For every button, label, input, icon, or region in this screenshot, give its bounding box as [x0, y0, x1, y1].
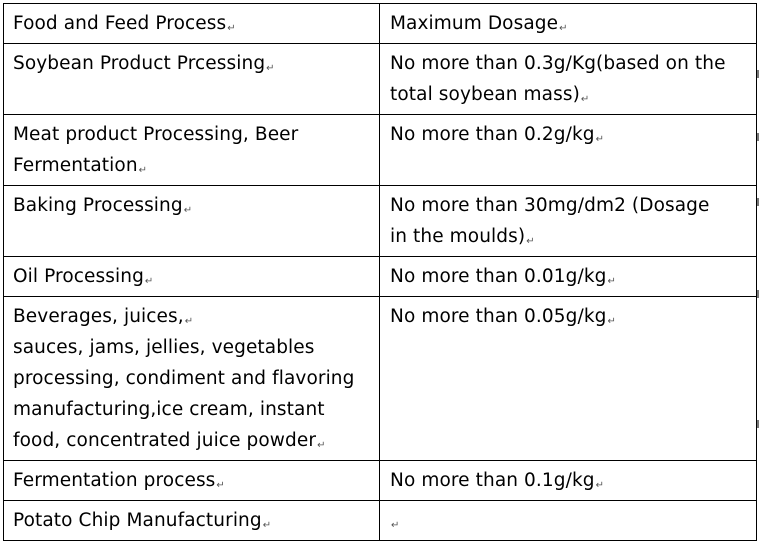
process-cell: Oil Processing↵	[3, 256, 380, 297]
dosage-cell: No more than 0.1g/kg↵	[379, 460, 757, 501]
process-text: Meat product Processing, Beer	[13, 124, 299, 145]
paragraph-mark: ↵	[580, 94, 590, 105]
process-cell: Potato Chip Manufacturing↵	[3, 500, 380, 541]
row-end-marker	[757, 290, 759, 298]
paragraph-mark: ↵	[595, 134, 605, 145]
process-text: Soybean Product Prcessing	[13, 53, 266, 74]
row-end-marker	[757, 133, 759, 141]
dosage-text: No more than 0.3g/Kg(based on the	[390, 53, 726, 74]
process-text: Oil Processing	[13, 266, 144, 287]
row-end-marker	[757, 70, 759, 78]
dosage-text: total soybean mass)	[390, 84, 580, 105]
process-text: food, concentrated juice powder	[13, 430, 317, 451]
dosage-cell: No more than 0.01g/kg↵	[379, 256, 757, 297]
dosage-text: No more than 30mg/dm2 (Dosage	[390, 195, 710, 216]
dosage-text: No more than 0.1g/kg	[390, 470, 595, 491]
paragraph-mark: ↵	[184, 316, 194, 327]
table-row: Beverages, juices,↵ sauces, jams, jellie…	[3, 296, 757, 461]
process-cell: Soybean Product Prcessing↵	[3, 43, 380, 115]
dosage-cell: No more than 0.05g/kg↵	[379, 296, 757, 461]
paragraph-mark: ↵	[607, 276, 616, 287]
paragraph-mark: ↵	[227, 23, 236, 34]
paragraph-mark: ↵	[144, 276, 154, 287]
dosage-cell: No more than 0.3g/Kg(based on the total …	[379, 43, 757, 115]
table-row: Fermentation process↵ No more than 0.1g/…	[3, 460, 757, 501]
process-text: Fermentation process	[13, 470, 216, 491]
header-cell-dosage: Maximum Dosage↵	[379, 3, 757, 44]
process-text: manufacturing,ice cream, instant	[13, 399, 325, 420]
paragraph-mark: ↵	[526, 236, 535, 247]
process-cell: Beverages, juices,↵ sauces, jams, jellie…	[3, 296, 380, 461]
process-cell: Fermentation process↵	[3, 460, 380, 501]
paragraph-mark: ↵	[391, 520, 400, 531]
dosage-text: No more than 0.2g/kg	[390, 124, 595, 145]
process-cell: Meat product Processing, Beer Fermentati…	[3, 114, 380, 186]
dosage-table: Food and Feed Process↵ Maximum Dosage↵ S…	[3, 3, 757, 541]
header-cell-process: Food and Feed Process↵	[3, 3, 380, 44]
paragraph-mark: ↵	[607, 316, 616, 327]
dosage-cell: ↵	[379, 500, 757, 541]
paragraph-mark: ↵	[317, 440, 326, 451]
process-text: processing, condiment and flavoring	[13, 368, 355, 389]
header-dosage-text: Maximum Dosage	[390, 13, 559, 34]
table-row: Oil Processing↵ No more than 0.01g/kg↵	[3, 256, 757, 297]
process-text: Potato Chip Manufacturing	[13, 510, 262, 531]
paragraph-mark: ↵	[559, 23, 568, 34]
paragraph-mark: ↵	[138, 165, 148, 176]
dosage-cell: No more than 0.2g/kg↵	[379, 114, 757, 186]
paragraph-mark: ↵	[216, 480, 225, 491]
table-row: Soybean Product Prcessing↵ No more than …	[3, 43, 757, 115]
row-end-marker	[757, 420, 759, 428]
process-cell: Baking Processing↵	[3, 185, 380, 257]
process-text: Fermentation	[13, 155, 138, 176]
dosage-cell: No more than 30mg/dm2 (Dosage in the mou…	[379, 185, 757, 257]
dosage-text: in the moulds)	[390, 226, 526, 247]
table-row: Meat product Processing, Beer Fermentati…	[3, 114, 757, 186]
paragraph-mark: ↵	[183, 205, 193, 216]
row-end-marker	[757, 198, 759, 206]
process-text: Baking Processing	[13, 195, 183, 216]
process-text: Beverages, juices,	[13, 306, 184, 327]
table-row: Baking Processing↵ No more than 30mg/dm2…	[3, 185, 757, 257]
table-row: Potato Chip Manufacturing↵ ↵	[3, 500, 757, 541]
dosage-text: No more than 0.01g/kg	[390, 266, 607, 287]
header-process-text: Food and Feed Process	[13, 13, 227, 34]
paragraph-mark: ↵	[595, 480, 605, 491]
dosage-text: No more than 0.05g/kg	[390, 306, 607, 327]
paragraph-mark: ↵	[262, 520, 272, 531]
process-text: sauces, jams, jellies, vegetables	[13, 337, 315, 358]
table-header-row: Food and Feed Process↵ Maximum Dosage↵	[3, 3, 757, 44]
paragraph-mark: ↵	[266, 63, 275, 74]
